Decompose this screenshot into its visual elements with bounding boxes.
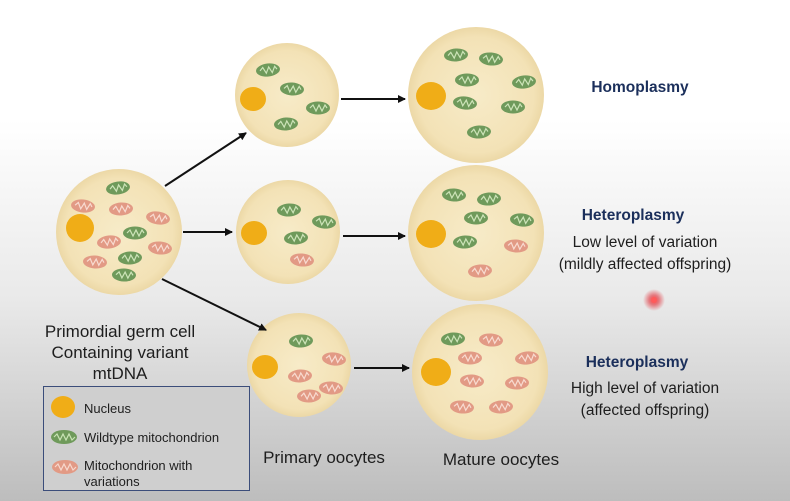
variant-mitochondrion [288, 369, 312, 383]
wildtype-mitochondrion [512, 75, 536, 89]
variant-mitochondrion [515, 351, 539, 365]
wildtype-mitochondrion [312, 215, 336, 229]
legend-nucleus-icon [51, 396, 75, 418]
wildtype-mitochondrion [464, 211, 488, 225]
outcome-description-high: High level of variation (affected offspr… [545, 378, 745, 422]
nucleus [421, 358, 451, 386]
primary-oocyte-low-variation [236, 180, 340, 284]
wildtype-mitochondrion [274, 117, 298, 131]
wildtype-mitochondrion [280, 82, 304, 96]
wildtype-mitochondrion [467, 125, 491, 139]
wildtype-mitochondrion [442, 188, 466, 202]
variant-mitochondrion [504, 239, 528, 253]
wildtype-mitochondrion [501, 100, 525, 114]
germ-cell-line-3: mtDNA [92, 364, 148, 383]
variant-mitochondrion [319, 381, 343, 395]
wildtype-mitochondrion [277, 203, 301, 217]
variant-mitochondrion [322, 352, 346, 366]
wildtype-mitochondrion [118, 251, 142, 265]
outcome-low-line-1: Low level of variation [572, 234, 718, 251]
legend: Nucleus Wildtype mitochondrion Mitochond… [43, 386, 250, 491]
variant-mitochondrion [297, 389, 321, 403]
wildtype-mitochondrion [306, 101, 330, 115]
variant-mitochondrion [109, 202, 133, 216]
nucleus [416, 220, 446, 248]
variant-mitochondrion [468, 264, 492, 278]
variant-mitochondrion [450, 400, 474, 414]
mature-oocyte-low-variation [408, 165, 544, 301]
outcome-low-line-2: (mildly affected offspring) [558, 256, 732, 273]
nucleus [66, 214, 94, 242]
wildtype-mitochondrion [284, 231, 308, 245]
legend-wildtype-mitochondrion-icon [51, 430, 77, 444]
variant-mitochondrion [505, 376, 529, 390]
legend-variant-label-line-2: variations [84, 474, 140, 489]
variant-mitochondrion [146, 211, 170, 225]
variant-mitochondrion [71, 199, 95, 213]
wildtype-mitochondrion [455, 73, 479, 87]
nucleus [241, 221, 267, 245]
variant-mitochondrion [83, 255, 107, 269]
germ-cell-caption: Primordial germ cell Containing variant … [30, 321, 210, 384]
wildtype-mitochondrion [112, 268, 136, 282]
outcome-description-low: Low level of variation (mildly affected … [535, 232, 755, 276]
wildtype-mitochondrion [441, 332, 465, 346]
wildtype-mitochondrion [510, 213, 534, 227]
mature-oocytes-label: Mature oocytes [442, 450, 560, 469]
outcome-high-line-1: High level of variation [570, 380, 720, 397]
arrow-germ-to-primary-top [164, 132, 247, 187]
wildtype-mitochondrion [289, 334, 313, 348]
outcome-title-homoplasmy: Homoplasmy [591, 79, 689, 96]
wildtype-mitochondrion [256, 63, 280, 77]
wildtype-mitochondrion [123, 226, 147, 240]
legend-variant-label-line-1: Mitochondrion with [84, 458, 193, 473]
variant-mitochondrion [489, 400, 513, 414]
nucleus [240, 87, 266, 111]
red-pointer-core [651, 297, 657, 303]
variant-mitochondrion [458, 351, 482, 365]
outcome-high-line-2: (affected offspring) [580, 402, 710, 419]
outcome-title-heteroplasmy-low: Heteroplasmy [581, 207, 685, 224]
wildtype-mitochondrion [106, 181, 130, 195]
legend-nucleus-label: Nucleus [84, 401, 131, 416]
wildtype-mitochondrion [477, 192, 501, 206]
germ-cell-line-1: Primordial germ cell [44, 322, 196, 341]
primary-oocytes-label: Primary oocytes [263, 448, 385, 467]
nucleus [416, 82, 446, 110]
wildtype-mitochondrion [479, 52, 503, 66]
variant-mitochondrion [97, 235, 121, 249]
outcome-title-heteroplasmy-high: Heteroplasmy [585, 354, 689, 371]
variant-mitochondrion [479, 333, 503, 347]
legend-variant-mitochondrion-icon [52, 460, 78, 474]
variant-mitochondrion [290, 253, 314, 267]
variant-mitochondrion [460, 374, 484, 388]
arrow-germ-to-primary-bottom [161, 278, 267, 331]
legend-wildtype-label: Wildtype mitochondrion [84, 430, 220, 445]
wildtype-mitochondrion [444, 48, 468, 62]
wildtype-mitochondrion [453, 235, 477, 249]
germ-cell-line-2: Containing variant [51, 343, 189, 362]
nucleus [252, 355, 278, 379]
wildtype-mitochondrion [453, 96, 477, 110]
mature-oocyte-homoplasmy [408, 27, 544, 163]
variant-mitochondrion [148, 241, 172, 255]
